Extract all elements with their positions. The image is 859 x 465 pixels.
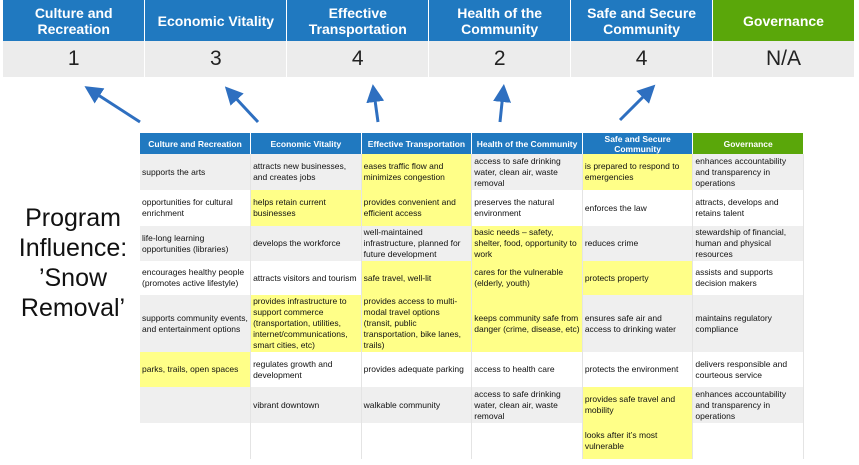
highlighted-cell: safe travel, well-lit (361, 261, 473, 295)
table-cell: enhances accountability and transparency… (692, 387, 804, 423)
influence-matrix: Culture and Recreation Economic Vitality E… (140, 133, 804, 459)
program-influence-title: Program Influence: ’Snow Removal’ (18, 204, 128, 322)
score-table: Culture and Recreation Economic Vitality E… (3, 0, 855, 77)
table-cell: stewardship of financial, human and phys… (692, 226, 804, 261)
table-cell: enforces the law (582, 190, 694, 226)
table-cell: preserves the natural environment (471, 190, 583, 226)
highlighted-cell: eases traffic flow and minimizes congest… (361, 154, 473, 190)
table-cell: protects the environment (582, 352, 694, 387)
table-cell: delivers responsible and courteous servi… (692, 352, 804, 387)
highlighted-cell: provides infrastructure to support comme… (250, 295, 362, 352)
table-cell: access to safe drinking water, clean air… (471, 387, 583, 423)
table-cell: walkable community (361, 387, 473, 423)
highlighted-cell: basic needs – safety, shelter, food, opp… (471, 226, 583, 261)
table-cell: ensures safe air and access to drinking … (582, 295, 694, 352)
score-header: Culture and Recreation (3, 0, 146, 41)
highlighted-cell: is prepared to respond to emergencies (582, 154, 694, 190)
table-row: vibrant downtown walkable community access… (140, 387, 804, 423)
table-cell: attracts, develops and retains talent (692, 190, 804, 226)
highlighted-cell: cares for the vulnerable (elderly, youth… (471, 261, 583, 295)
highlighted-cell: keeps community safe from danger (crime,… (471, 295, 583, 352)
table-cell (250, 423, 362, 459)
table-cell (140, 423, 252, 459)
table-row: life-long learning opportunities (librar… (140, 226, 804, 261)
table-cell: maintains regulatory compliance (692, 295, 804, 352)
arrow-transportation (366, 84, 385, 123)
table-cell: well-maintained infrastructure, planned … (361, 226, 473, 261)
table-cell: opportunities for cultural enrichment (140, 190, 252, 226)
table-row: supports the arts attracts new businesses… (140, 154, 804, 190)
table-cell: access to safe drinking water, clean air… (471, 154, 583, 190)
table-cell (471, 423, 583, 459)
highlighted-cell: helps retain current businesses (250, 190, 362, 226)
table-cell: supports the arts (140, 154, 252, 190)
table-cell: regulates growth and development (250, 352, 362, 387)
score-header: Health of the Community (428, 0, 572, 41)
table-cell: vibrant downtown (250, 387, 362, 423)
table-row: encourages healthy people (promotes acti… (140, 261, 804, 295)
matrix-header: Health of the Community (471, 133, 583, 154)
score-value: 2 (428, 41, 572, 77)
table-cell: life-long learning opportunities (librar… (140, 226, 252, 261)
arrow-health (493, 84, 512, 123)
arrow-culture (84, 86, 141, 124)
highlighted-cell: provides safe travel and mobility (582, 387, 694, 423)
table-cell: attracts new businesses, and creates job… (250, 154, 362, 190)
score-value: 1 (3, 41, 146, 77)
score-header: Governance (712, 0, 855, 41)
matrix-header: Economic Vitality (250, 133, 362, 154)
table-cell: develops the workforce (250, 226, 362, 261)
table-row: supports community events, and entertain… (140, 295, 804, 352)
table-cell: access to health care (471, 352, 583, 387)
score-value: 3 (144, 41, 288, 77)
matrix-header: Effective Transportation (361, 133, 473, 154)
table-row: looks after it’s most vulnerable (140, 423, 804, 459)
highlighted-cell: provides convenient and efficient access (361, 190, 473, 226)
score-value: 4 (570, 41, 714, 77)
table-cell: assists and supports decision makers (692, 261, 804, 295)
highlighted-cell: protects property (582, 261, 694, 295)
score-header: Safe and Secure Community (570, 0, 714, 41)
score-value: N/A (712, 41, 855, 77)
matrix-header: Safe and Secure Community (582, 133, 694, 154)
highlighted-cell: looks after it’s most vulnerable (582, 423, 694, 459)
table-cell: encourages healthy people (promotes acti… (140, 261, 252, 295)
arrows (84, 84, 656, 124)
matrix-header: Governance (692, 133, 804, 154)
arrow-safe (618, 84, 656, 122)
table-row: parks, trails, open spaces regulates grow… (140, 352, 804, 387)
table-cell (140, 387, 252, 423)
highlighted-cell: provides access to multi-modal travel op… (361, 295, 473, 352)
table-cell: supports community events, and entertain… (140, 295, 252, 352)
table-cell: provides adequate parking (361, 352, 473, 387)
table-cell (692, 423, 804, 459)
score-header: Economic Vitality (144, 0, 288, 41)
score-header: Effective Transportation (286, 0, 430, 41)
highlighted-cell: parks, trails, open spaces (140, 352, 252, 387)
table-cell (361, 423, 473, 459)
matrix-header: Culture and Recreation (140, 133, 252, 154)
table-row: opportunities for cultural enrichment hel… (140, 190, 804, 226)
table-cell: enhances accountability and transparency… (692, 154, 804, 190)
score-value: 4 (286, 41, 430, 77)
table-cell: reduces crime (582, 226, 694, 261)
table-cell: attracts visitors and tourism (250, 261, 362, 295)
arrow-economic (224, 86, 260, 124)
